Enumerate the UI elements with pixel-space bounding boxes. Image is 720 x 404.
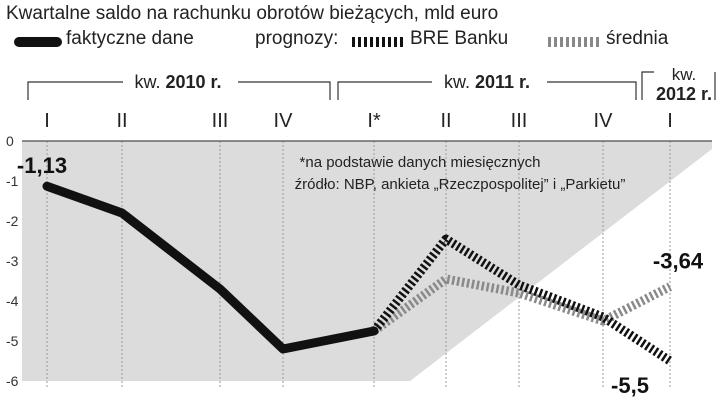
year-bracket-left bbox=[641, 71, 654, 100]
note-text: *na podstawie danych miesięcznych bbox=[300, 154, 541, 171]
legend-actual-label: faktyczne dane bbox=[66, 28, 194, 49]
y-tick-label: -6 bbox=[6, 373, 19, 389]
legend-forecasts-label: prognozy: bbox=[255, 28, 339, 49]
year-bracket-right bbox=[547, 81, 637, 100]
y-tick-label: -3 bbox=[6, 253, 19, 269]
legend-bre-swatch bbox=[352, 37, 404, 47]
y-tick-label: -2 bbox=[6, 213, 19, 229]
category-label: IV bbox=[274, 110, 294, 132]
year-bracket-right bbox=[238, 81, 331, 100]
y-tick-label: 0 bbox=[6, 133, 14, 149]
category-label: II bbox=[116, 110, 127, 132]
year-group-label: kw. 2010 r. bbox=[134, 72, 221, 92]
series-line-actual bbox=[42, 181, 379, 354]
data-label: -3,64 bbox=[653, 249, 704, 274]
shaded-area bbox=[22, 141, 712, 381]
category-label: IV bbox=[594, 110, 614, 132]
data-label: -1,13 bbox=[17, 153, 67, 178]
year-group-label: kw. 2011 r. bbox=[444, 72, 530, 92]
legend: faktyczne dane prognozy: BRE Banku średn… bbox=[0, 28, 720, 54]
y-tick-label: -5 bbox=[6, 333, 19, 349]
category-label: I bbox=[667, 110, 673, 132]
year-bracket-left bbox=[337, 81, 432, 100]
y-tick-label: -4 bbox=[6, 293, 19, 309]
year-group-prefix: kw. bbox=[672, 65, 697, 84]
chart-title: Kwartalne saldo na rachunku obrotów bież… bbox=[6, 3, 499, 24]
category-label: I* bbox=[367, 110, 381, 132]
category-label: III bbox=[212, 110, 229, 132]
legend-avg-label: średnia bbox=[606, 28, 669, 49]
legend-actual-swatch bbox=[14, 37, 62, 47]
y-tick-label: -1 bbox=[6, 173, 19, 189]
legend-bre-label: BRE Banku bbox=[410, 28, 509, 49]
data-label: -5,5 bbox=[611, 373, 649, 398]
year-bracket-left bbox=[27, 81, 123, 100]
category-label: I bbox=[44, 110, 50, 132]
category-label: II bbox=[440, 110, 451, 132]
source-text: źródło: NBP, ankieta „Rzeczpospolitej” i… bbox=[295, 176, 626, 193]
legend-avg-swatch bbox=[548, 37, 600, 47]
category-label: III bbox=[511, 110, 528, 132]
series-line-avg bbox=[371, 274, 673, 335]
year-group-year: 2012 r. bbox=[656, 84, 712, 104]
